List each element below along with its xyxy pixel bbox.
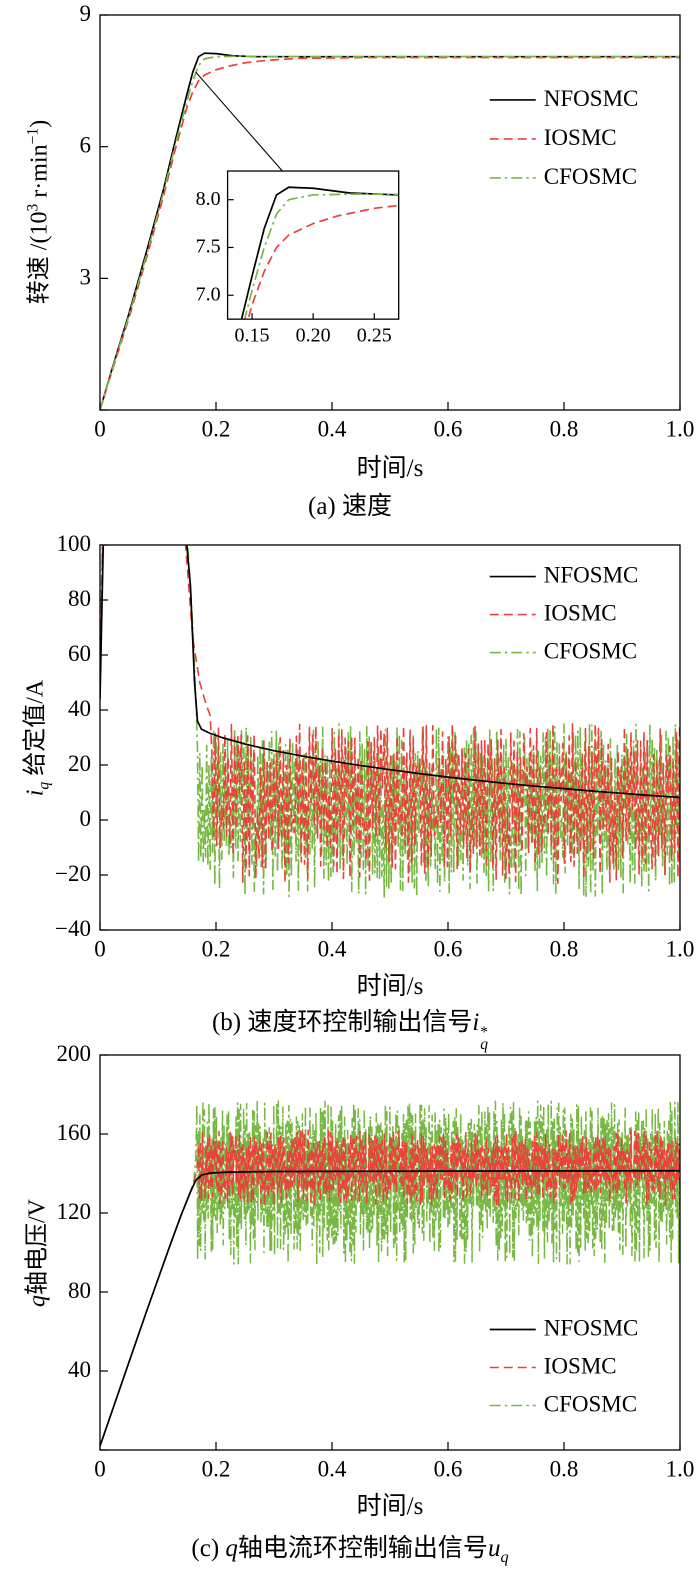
chart-a-caption: (a) 速度 <box>308 493 392 520</box>
chart-c-y-axis-label: q轴电压/V <box>24 1199 51 1307</box>
chart-b-y-axis-label: iq 给定值/A <box>22 679 53 797</box>
chart-c-caption: (c) q轴电流环控制输出信号uq <box>191 1535 509 1566</box>
chart-b-caption: (b) 速度环控制输出信号i * q <box>211 1009 489 1054</box>
chart-c-x-axis-label: 时间/s <box>356 1493 424 1520</box>
subscript-superscript-stack: * q <box>480 1023 489 1054</box>
chart-a-x-axis-label: 时间/s <box>356 455 424 482</box>
chart-a-y-axis-label: 转速 /(103 r·min−1) <box>24 119 53 305</box>
chart-b-x-axis-label: 时间/s <box>356 973 424 1000</box>
